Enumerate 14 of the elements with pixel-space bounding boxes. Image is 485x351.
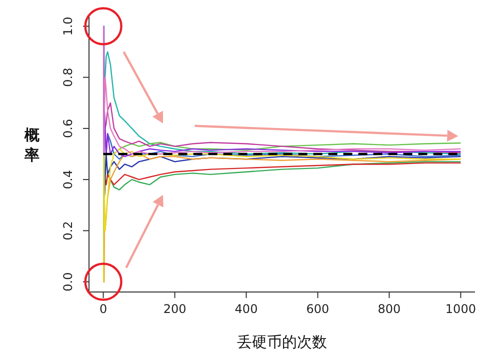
y-tick-label: 0.6 bbox=[61, 118, 75, 138]
y-tick-label: 0.8 bbox=[61, 68, 75, 87]
y-tick-label: 1.0 bbox=[61, 16, 75, 36]
x-tick-label: 0 bbox=[99, 302, 108, 316]
x-tick-label: 600 bbox=[306, 302, 330, 316]
x-axis-title: 丢硬币的次数 bbox=[237, 333, 327, 351]
x-tick-label: 1000 bbox=[445, 302, 476, 316]
y-tick-label: 0.2 bbox=[61, 221, 75, 240]
y-tick-label: 0.4 bbox=[61, 170, 75, 190]
y-axis-title: 概率 bbox=[24, 126, 40, 164]
y-tick-label: 0.0 bbox=[61, 272, 75, 292]
x-tick-label: 400 bbox=[234, 302, 258, 316]
x-tick-label: 200 bbox=[163, 302, 186, 316]
x-tick-label: 800 bbox=[378, 302, 401, 316]
